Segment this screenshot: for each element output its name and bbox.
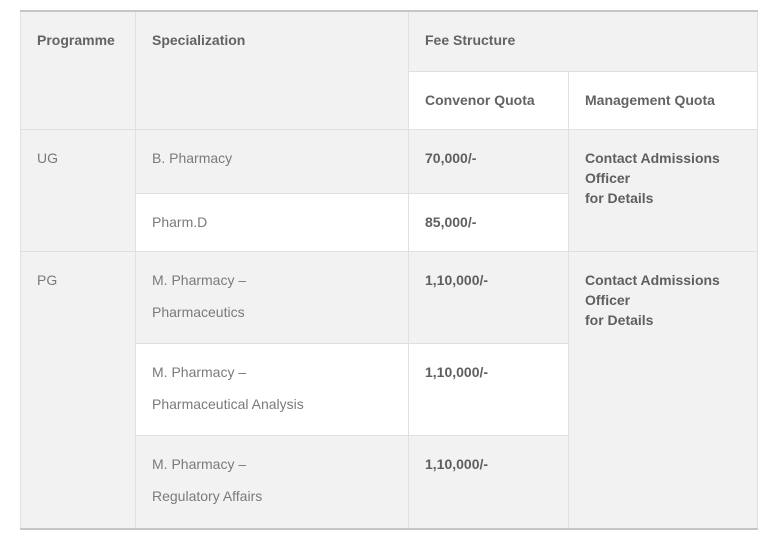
specialization-line: M. Pharmacy – <box>152 363 247 380</box>
table-row: M. Pharmacy – Pharmaceutical Analysis 1,… <box>21 342 758 436</box>
header-cell-convenor-quota: Convenor Quota <box>408 70 569 130</box>
programme-cell-ug: UG <box>20 128 136 252</box>
management-note-cell: Contact Admissions Officer for Details <box>568 250 758 530</box>
specialization-line: Pharmaceutical Analysis <box>152 395 304 412</box>
convenor-fee-cell: 1,10,000/- <box>408 342 569 436</box>
specialization-line: Regulatory Affairs <box>152 487 263 504</box>
convenor-fee-cell: 1,10,000/- <box>408 434 569 530</box>
table-row: UG B. Pharmacy 70,000/- Contact Admissio… <box>20 128 758 252</box>
specialization-line: B. Pharmacy <box>152 149 233 166</box>
management-note-line: for Details <box>585 189 654 206</box>
header-cell-fee-structure: Fee Structure <box>408 10 758 72</box>
management-note-cell: Contact Admissions Officer for Details <box>568 128 758 252</box>
programme-cell-pg: PG <box>20 250 136 530</box>
specialization-cell: Pharm.D <box>135 192 409 252</box>
management-note-line: for Details <box>585 311 654 328</box>
specialization-cell: M. Pharmacy – Regulatory Affairs <box>135 434 409 530</box>
management-note-line: Contact Admissions Officer <box>585 271 720 308</box>
convenor-fee-cell: 70,000/- <box>408 128 569 194</box>
specialization-line: M. Pharmacy – <box>152 271 247 288</box>
table-row: M. Pharmacy – Regulatory Affairs 1,10,00… <box>21 434 758 530</box>
fee-structure-table: Programme Specialization Fee Structure C… <box>20 10 758 530</box>
table-row: Pharm.D 85,000/- <box>21 192 758 252</box>
management-note-line: Contact Admissions Officer <box>585 149 720 186</box>
convenor-fee-cell: 1,10,000/- <box>408 250 569 344</box>
table-row: PG M. Pharmacy – Pharmaceutics 1,10,000/… <box>20 250 758 530</box>
header-cell-specialization: Specialization <box>135 10 409 130</box>
header-cell-management-quota: Management Quota <box>568 70 758 130</box>
header-cell-programme: Programme <box>20 10 136 130</box>
convenor-fee-cell: 85,000/- <box>408 192 569 252</box>
specialization-cell: B. Pharmacy <box>135 128 409 194</box>
table-header-row-top: Programme Specialization Fee Structure <box>20 10 758 130</box>
specialization-line: M. Pharmacy – <box>152 455 247 472</box>
specialization-cell: M. Pharmacy – Pharmaceutics <box>135 250 409 344</box>
table-header-row-quotas: Convenor Quota Management Quota <box>21 70 758 130</box>
specialization-line: Pharm.D <box>152 213 208 230</box>
specialization-line: Pharmaceutics <box>152 303 245 320</box>
specialization-cell: M. Pharmacy – Pharmaceutical Analysis <box>135 342 409 436</box>
